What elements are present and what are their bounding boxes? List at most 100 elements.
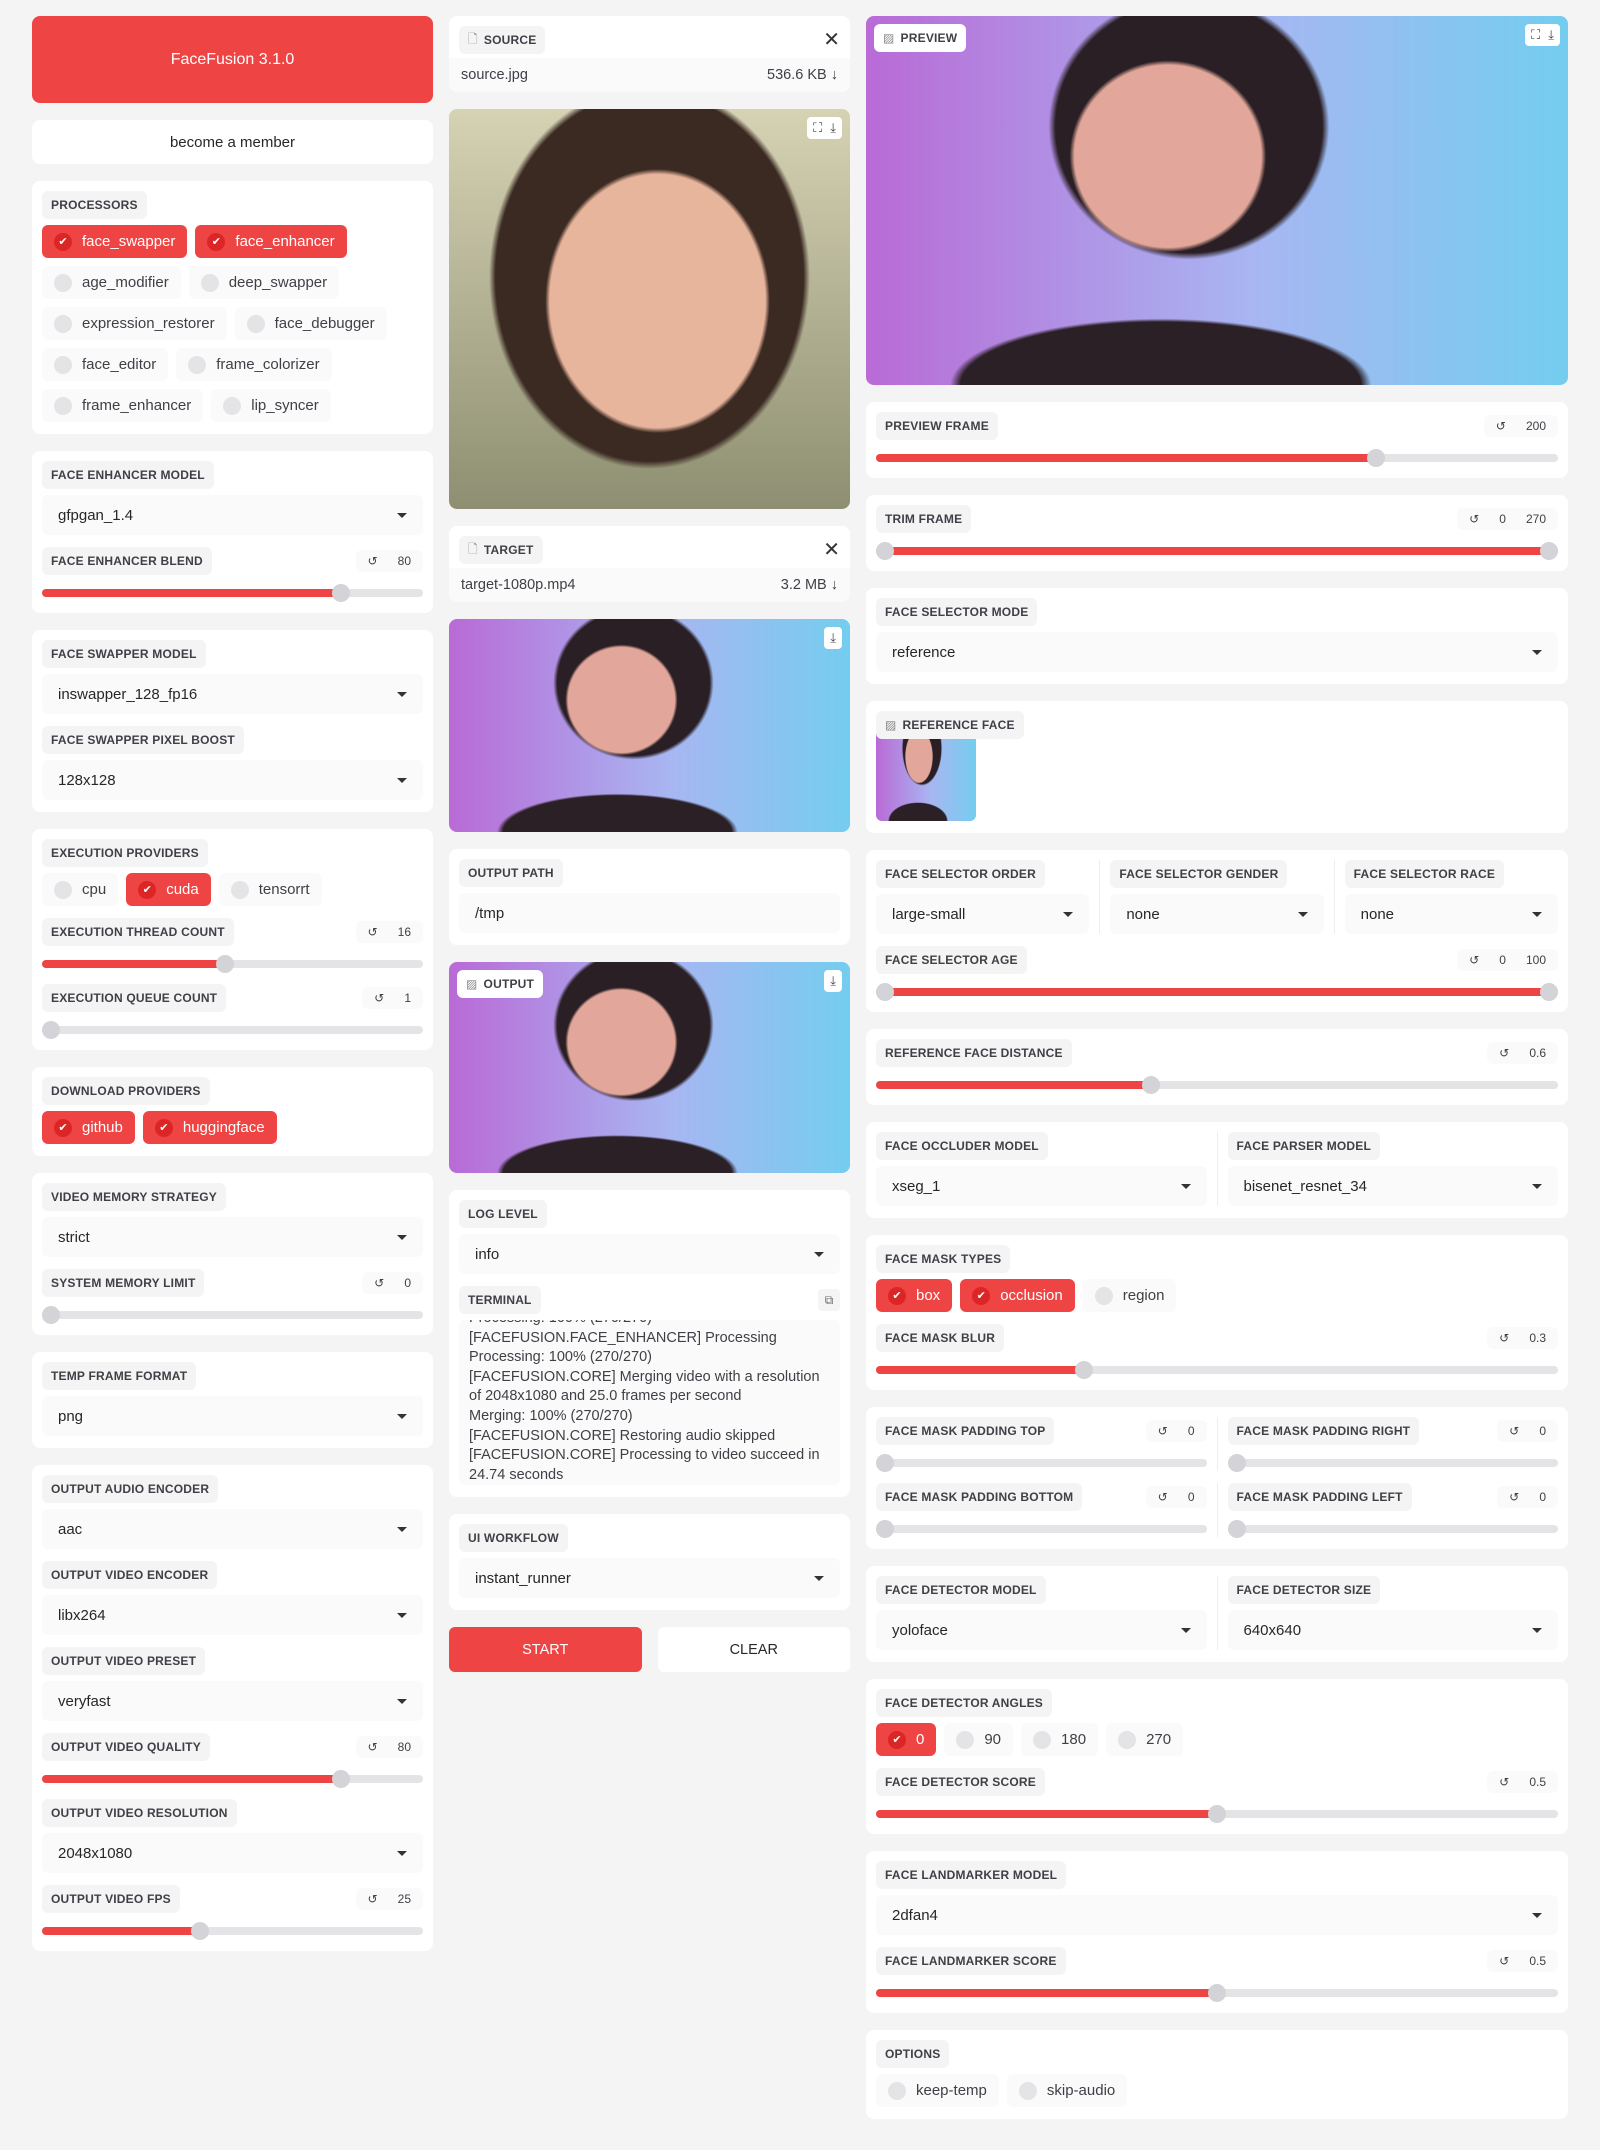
- file-row[interactable]: source.jpg 536.6 KB ↓: [449, 58, 850, 92]
- output-path-input[interactable]: /tmp: [459, 893, 840, 933]
- face-detector-score-slider[interactable]: [876, 1805, 1558, 1823]
- face-selector-age-value[interactable]: ↺ 0 100: [1457, 949, 1558, 971]
- checkbox-cuda[interactable]: ✔ cuda: [126, 873, 211, 906]
- reset-icon[interactable]: ↺: [1157, 1424, 1168, 1438]
- checkbox-box[interactable]: ✔ box: [876, 1279, 953, 1312]
- slider-thumb[interactable]: [1208, 1984, 1226, 2002]
- download-arrow-icon[interactable]: ↓: [826, 67, 838, 83]
- face-selector-gender-dropdown[interactable]: none: [1110, 894, 1324, 934]
- slider-thumb[interactable]: [1208, 1805, 1226, 1823]
- system-memory-limit-slider[interactable]: [42, 1306, 423, 1324]
- face-detector-model-dropdown[interactable]: yoloface: [876, 1610, 1207, 1650]
- execution-queue-count-value[interactable]: ↺ 1: [362, 987, 423, 1009]
- face-landmarker-score-value[interactable]: ↺ 0.5: [1487, 1950, 1558, 1972]
- slider-thumb[interactable]: [876, 983, 894, 1001]
- checkbox-0[interactable]: ✔ 0: [876, 1723, 937, 1756]
- checkbox-expression-restorer[interactable]: expression_restorer: [42, 307, 227, 340]
- output-video-encoder-dropdown[interactable]: libx264: [42, 1595, 423, 1635]
- face-mask-blur-slider[interactable]: [876, 1361, 1558, 1379]
- reset-icon[interactable]: ↺: [1509, 1424, 1520, 1438]
- reset-icon[interactable]: ↺: [1509, 1490, 1520, 1504]
- slider-thumb[interactable]: [1075, 1361, 1094, 1379]
- reset-icon[interactable]: ↺: [374, 991, 385, 1005]
- checkbox-face-editor[interactable]: face_editor: [42, 348, 169, 381]
- face-detector-size-dropdown[interactable]: 640x640: [1227, 1610, 1558, 1650]
- file-row[interactable]: target-1080p.mp4 3.2 MB ↓: [449, 568, 850, 602]
- slider-thumb[interactable]: [332, 584, 351, 602]
- checkbox-face-enhancer[interactable]: ✔ face_enhancer: [195, 225, 347, 258]
- checkbox-tensorrt[interactable]: tensorrt: [218, 873, 322, 906]
- checkbox-face-swapper[interactable]: ✔ face_swapper: [42, 225, 188, 258]
- preview-frame-slider[interactable]: [876, 449, 1558, 467]
- reset-icon[interactable]: ↺: [367, 1892, 378, 1906]
- checkbox-face-debugger[interactable]: face_debugger: [234, 307, 387, 340]
- reset-icon[interactable]: ↺: [1499, 1775, 1510, 1789]
- slider-thumb[interactable]: [1227, 1454, 1246, 1472]
- reference-face-distance-value[interactable]: ↺ 0.6: [1487, 1042, 1558, 1064]
- fullscreen-icon[interactable]: ⛶: [813, 120, 823, 135]
- download-icon[interactable]: ⤓: [830, 630, 836, 645]
- reset-icon[interactable]: ↺: [374, 1276, 385, 1290]
- slider-thumb[interactable]: [1367, 449, 1386, 467]
- ui-workflow-dropdown[interactable]: instant_runner: [459, 1558, 840, 1598]
- face-mask-padding-top-value[interactable]: ↺ 0: [1145, 1420, 1207, 1442]
- video-memory-strategy-dropdown[interactable]: strict: [42, 1217, 423, 1257]
- slider-thumb[interactable]: [332, 1770, 351, 1788]
- checkbox-occlusion[interactable]: ✔ occlusion: [960, 1279, 1075, 1312]
- slider-thumb[interactable]: [42, 1306, 60, 1324]
- checkbox-github[interactable]: ✔ github: [42, 1111, 135, 1144]
- execution-thread-count-value[interactable]: ↺ 16: [355, 921, 423, 943]
- download-icon[interactable]: ⤓: [1548, 27, 1554, 42]
- reset-icon[interactable]: ↺: [1499, 1046, 1510, 1060]
- face-swapper-pixel-boost-dropdown[interactable]: 128x128: [42, 760, 423, 800]
- slider-thumb[interactable]: [876, 1454, 894, 1472]
- checkbox-270[interactable]: 270: [1106, 1723, 1184, 1756]
- face-swapper-model-dropdown[interactable]: inswapper_128_fp16: [42, 674, 423, 714]
- face-parser-model-dropdown[interactable]: bisenet_resnet_34: [1227, 1166, 1558, 1206]
- app-title-button[interactable]: FaceFusion 3.1.0: [32, 16, 433, 103]
- slider-thumb[interactable]: [190, 1922, 209, 1940]
- reset-icon[interactable]: ↺: [1499, 1331, 1510, 1345]
- output-audio-encoder-dropdown[interactable]: aac: [42, 1509, 423, 1549]
- become-member-button[interactable]: become a member: [32, 120, 433, 164]
- output-video-fps-slider[interactable]: [42, 1922, 423, 1940]
- face-mask-padding-right-slider[interactable]: [1227, 1454, 1558, 1472]
- reset-icon[interactable]: ↺: [1495, 419, 1506, 433]
- checkbox-90[interactable]: 90: [944, 1723, 1014, 1756]
- preview-frame-value[interactable]: ↺ 200: [1483, 415, 1558, 437]
- face-landmarker-model-dropdown[interactable]: 2dfan4: [876, 1895, 1558, 1935]
- reset-icon[interactable]: ↺: [1469, 512, 1480, 526]
- reset-icon[interactable]: ↺: [1499, 1954, 1510, 1968]
- checkbox-180[interactable]: 180: [1021, 1723, 1099, 1756]
- face-selector-age-slider[interactable]: [876, 983, 1558, 1001]
- slider-thumb[interactable]: [1540, 542, 1558, 560]
- slider-thumb[interactable]: [42, 1021, 60, 1039]
- reset-icon[interactable]: ↺: [367, 554, 378, 568]
- face-mask-padding-left-slider[interactable]: [1227, 1520, 1558, 1538]
- face-selector-mode-dropdown[interactable]: reference: [876, 632, 1558, 672]
- face-mask-padding-bottom-slider[interactable]: [876, 1520, 1207, 1538]
- face-selector-race-dropdown[interactable]: none: [1344, 894, 1558, 934]
- face-mask-padding-left-value[interactable]: ↺ 0: [1497, 1486, 1558, 1508]
- face-selector-order-dropdown[interactable]: large-small: [876, 894, 1090, 934]
- face-mask-padding-right-value[interactable]: ↺ 0: [1497, 1420, 1558, 1442]
- trim-frame-value[interactable]: ↺ 0 270: [1457, 508, 1558, 530]
- slider-thumb[interactable]: [1227, 1520, 1246, 1538]
- output-video-fps-value[interactable]: ↺ 25: [355, 1888, 423, 1910]
- reset-icon[interactable]: ↺: [1157, 1490, 1168, 1504]
- download-arrow-icon[interactable]: ↓: [826, 577, 838, 593]
- face-enhancer-blend-slider[interactable]: [42, 584, 423, 602]
- slider-thumb[interactable]: [216, 955, 235, 973]
- face-detector-score-value[interactable]: ↺ 0.5: [1487, 1771, 1558, 1793]
- checkbox-cpu[interactable]: cpu: [42, 873, 119, 906]
- system-memory-limit-value[interactable]: ↺ 0: [362, 1272, 423, 1294]
- output-video-preset-dropdown[interactable]: veryfast: [42, 1681, 423, 1721]
- slider-thumb[interactable]: [876, 1520, 894, 1538]
- reset-icon[interactable]: ↺: [1469, 953, 1480, 967]
- slider-thumb[interactable]: [876, 542, 894, 560]
- checkbox-skip-audio[interactable]: skip-audio: [1006, 2074, 1128, 2107]
- checkbox-frame-colorizer[interactable]: frame_colorizer: [176, 348, 332, 381]
- checkbox-keep-temp[interactable]: keep-temp: [876, 2074, 999, 2107]
- face-mask-padding-bottom-value[interactable]: ↺ 0: [1145, 1486, 1207, 1508]
- trim-frame-slider[interactable]: [876, 542, 1558, 560]
